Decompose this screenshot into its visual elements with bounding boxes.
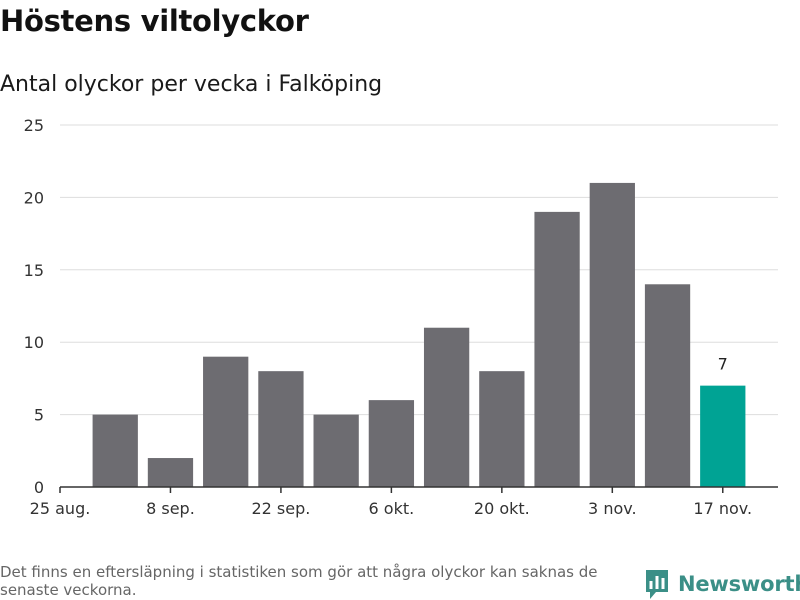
bar: [479, 371, 525, 487]
bar: [258, 371, 304, 487]
bar: [313, 414, 359, 487]
chart-title: Höstens viltolyckor: [0, 4, 309, 38]
y-tick-label: 5: [34, 406, 44, 425]
bar-highlight: [700, 385, 746, 487]
x-tick-label: 25 aug.: [30, 499, 91, 518]
newsworthy-logo-icon: [646, 570, 668, 599]
brand-name: Newsworthy: [678, 572, 800, 596]
data-label: 7: [718, 355, 728, 374]
bar: [644, 284, 691, 487]
y-tick-label: 25: [24, 116, 44, 135]
bars: 7: [92, 182, 746, 488]
brand-logo: Newsworthy: [644, 568, 800, 600]
bar: [368, 400, 415, 487]
bar: [92, 414, 138, 487]
bar: [203, 356, 249, 487]
x-axis: [59, 486, 778, 493]
x-tick-label: 17 nov.: [693, 499, 752, 518]
x-tick-label: 3 nov.: [588, 499, 637, 518]
bar: [423, 327, 470, 487]
x-tick-label: 22 sep.: [251, 499, 310, 518]
y-tick-label: 10: [24, 333, 44, 352]
y-tick-label: 0: [34, 478, 44, 497]
bar: [147, 458, 194, 487]
y-tick-label: 20: [24, 188, 44, 207]
footnote: Det finns en eftersläpning i statistiken…: [0, 563, 598, 599]
y-tick-label: 15: [24, 261, 44, 280]
x-tick-label: 6 okt.: [369, 499, 415, 518]
x-axis-labels: 25 aug. 8 sep. 22 sep. 6 okt. 20 okt. 3 nov. 1…: [30, 499, 752, 518]
bar: [589, 182, 635, 488]
bar: [534, 211, 580, 487]
x-tick-label: 8 sep.: [146, 499, 195, 518]
y-axis-labels: 0 5 10 15 20 25: [24, 116, 44, 497]
chart-subtitle: Antal olyckor per vecka i Falköping: [0, 72, 383, 97]
x-tick-label: 20 okt.: [474, 499, 530, 518]
